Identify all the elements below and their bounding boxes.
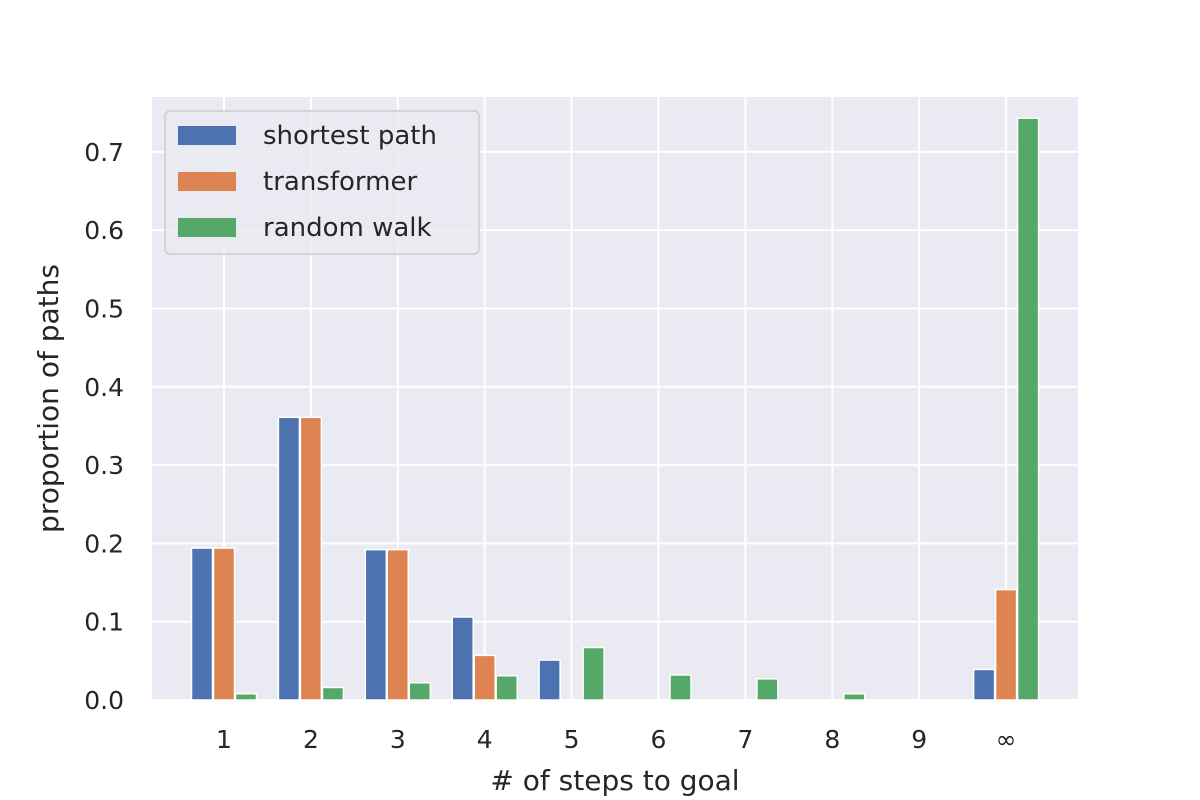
bar-shortest-path-2: [277, 416, 301, 701]
bar-random-walk-6: [669, 674, 692, 701]
x-tick-label: 2: [303, 725, 319, 754]
legend-box: [164, 110, 480, 255]
bar-transformer-3: [386, 548, 410, 701]
x-tick-label: 9: [911, 725, 927, 754]
x-tick-labels: 1 2 3 4 5 6 7 8 9 ∞: [216, 725, 1016, 754]
x-tick-label: 6: [651, 725, 667, 754]
bar-shortest-path-3: [364, 548, 388, 701]
bar-shortest-path-4: [451, 616, 474, 701]
x-axis-label: # of steps to goal: [490, 764, 739, 797]
legend-swatch: [178, 172, 236, 191]
bar-transformer-1: [212, 547, 236, 701]
bar-shortest-path-∞: [972, 668, 996, 701]
legend-label: transformer: [263, 167, 417, 197]
bar-random-walk-7: [756, 678, 779, 701]
bar-random-walk-5: [582, 646, 605, 701]
y-tick-label: 0.1: [84, 608, 124, 637]
y-tick-label: 0.3: [84, 451, 124, 480]
legend-swatch: [178, 126, 236, 145]
y-tick-label: 0.7: [84, 138, 124, 167]
legend-items: shortest path transformer random walk: [178, 121, 437, 243]
x-tick-label: 8: [824, 725, 840, 754]
bar-random-walk-3: [408, 682, 432, 701]
x-tick-label: ∞: [996, 725, 1017, 754]
y-tick-label: 0.6: [84, 216, 124, 245]
x-tick-label: 3: [390, 725, 406, 754]
y-axis-label: proportion of paths: [32, 264, 65, 533]
bar-random-walk-2: [321, 686, 345, 701]
legend-label: shortest path: [263, 121, 437, 151]
bar-random-walk-1: [234, 692, 258, 701]
x-tick-label: 7: [737, 725, 753, 754]
y-tick-label: 0.5: [84, 294, 124, 323]
bar-shortest-path-5: [538, 659, 561, 701]
bar-transformer-∞: [994, 588, 1018, 701]
legend: shortest path transformer random walk: [164, 110, 480, 255]
legend-swatch: [178, 218, 236, 237]
y-tick-label: 0.4: [84, 373, 124, 402]
y-tick-label: 0.2: [84, 529, 124, 558]
bar-transformer-2: [299, 416, 323, 701]
legend-label: random walk: [263, 213, 432, 243]
x-tick-label: 4: [477, 725, 493, 754]
bar-random-walk-8: [843, 692, 866, 701]
x-tick-label: 5: [564, 725, 580, 754]
bar-transformer-4: [473, 654, 496, 701]
bar-shortest-path-1: [190, 547, 214, 701]
bar-random-walk-4: [495, 674, 518, 701]
bars: [190, 117, 1040, 701]
y-tick-label: 0.0: [84, 686, 124, 715]
y-tick-labels: 0.0 0.1 0.2 0.3 0.4 0.5 0.6 0.7: [84, 138, 124, 715]
x-tick-label: 1: [216, 725, 232, 754]
bar-random-walk-∞: [1016, 117, 1040, 701]
